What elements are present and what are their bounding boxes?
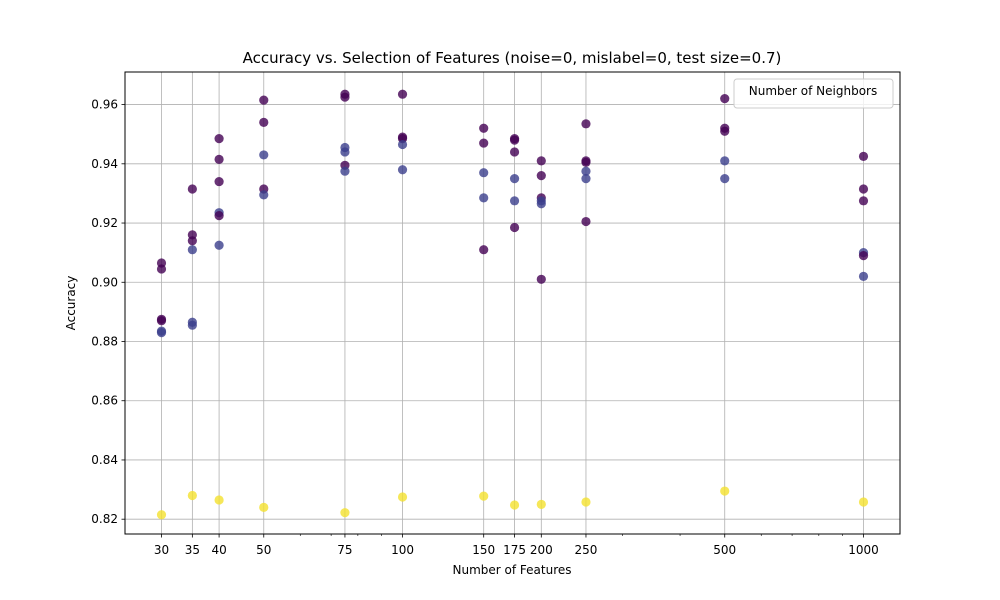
data-point (536, 199, 546, 209)
data-point (340, 147, 350, 157)
data-point (509, 174, 520, 184)
data-point (259, 190, 269, 200)
y-tick-label: 0.94 (91, 157, 118, 171)
data-point (479, 491, 489, 501)
x-tick-label: 50 (256, 543, 271, 557)
data-point (187, 236, 197, 246)
data-point (156, 510, 167, 520)
data-point (214, 154, 224, 164)
data-point (581, 157, 591, 167)
x-tick-label: 150 (472, 543, 495, 557)
data-point (720, 174, 730, 184)
x-tick-label: 200 (530, 543, 553, 557)
data-point (536, 171, 546, 181)
data-point (720, 486, 730, 496)
x-tick-label: 40 (211, 543, 226, 557)
data-point (509, 196, 520, 206)
x-tick-label: 30 (154, 543, 169, 557)
y-tick-label: 0.86 (91, 394, 118, 408)
data-point (581, 119, 591, 129)
data-point (214, 211, 224, 221)
data-point (187, 245, 197, 255)
data-point (479, 123, 489, 133)
data-point (858, 184, 869, 194)
data-point (259, 95, 269, 105)
data-point (397, 139, 408, 150)
x-tick-label: 35 (185, 543, 200, 557)
data-point (187, 320, 197, 330)
y-tick-label: 0.82 (91, 512, 118, 526)
data-point (156, 328, 167, 338)
x-tick-label: 1000 (848, 543, 879, 557)
x-tick-label: 100 (391, 543, 414, 557)
data-point (340, 166, 350, 176)
y-tick-label: 0.84 (91, 453, 118, 467)
data-point (340, 92, 350, 102)
data-point (340, 508, 350, 518)
data-point (509, 500, 520, 510)
x-axis-ticks: 30 35 40 50 75 100 150 175 200 250 500 1000 (154, 534, 879, 557)
data-point (536, 156, 546, 166)
plot-frame (124, 71, 901, 535)
data-point (479, 193, 489, 203)
data-point (581, 216, 591, 227)
data-point (156, 264, 167, 274)
data-point (581, 174, 591, 184)
data-point (720, 156, 730, 166)
data-point (156, 316, 167, 326)
data-point (858, 196, 869, 206)
data-point (720, 126, 730, 136)
data-point (187, 490, 197, 501)
x-tick-label: 175 (503, 543, 526, 557)
data-point (479, 168, 489, 178)
legend-box (733, 78, 894, 109)
data-point (581, 497, 591, 507)
y-tick-label: 0.92 (91, 216, 118, 230)
data-point (536, 274, 546, 284)
x-tick-label: 500 (713, 543, 736, 557)
x-tick-label: 250 (575, 543, 598, 557)
data-point (479, 245, 489, 255)
data-point (858, 251, 869, 261)
data-point (720, 94, 730, 104)
x-tick-label: 75 (337, 543, 352, 557)
y-tick-label: 0.88 (91, 335, 118, 349)
y-axis-label: Accuracy (64, 276, 78, 331)
data-point (858, 497, 869, 507)
data-point (536, 499, 546, 509)
data-point (581, 166, 591, 176)
y-axis-ticks: 0.82 0.84 0.86 0.88 0.90 0.92 0.94 0.96 (91, 98, 125, 526)
data-point (858, 271, 869, 281)
chart-title: Accuracy vs. Selection of Features (nois… (243, 49, 782, 67)
data-point (509, 222, 520, 233)
data-point (214, 495, 224, 505)
data-points (156, 89, 869, 520)
data-point (397, 492, 408, 502)
data-point (509, 147, 520, 157)
data-point (259, 502, 269, 512)
legend: Number of Neighbors (733, 78, 894, 109)
data-point (479, 138, 489, 148)
x-axis-label: Number of Features (453, 563, 572, 577)
data-point (858, 151, 869, 162)
legend-title: Number of Neighbors (749, 84, 877, 98)
data-point (214, 134, 224, 144)
data-point (214, 240, 224, 250)
data-point (509, 135, 520, 145)
data-point (259, 117, 269, 127)
data-point (259, 150, 269, 160)
data-point (397, 165, 408, 175)
data-point (397, 89, 408, 99)
y-tick-label: 0.90 (91, 275, 118, 289)
data-point (187, 184, 197, 194)
y-tick-label: 0.96 (91, 98, 118, 112)
data-point (214, 176, 224, 187)
